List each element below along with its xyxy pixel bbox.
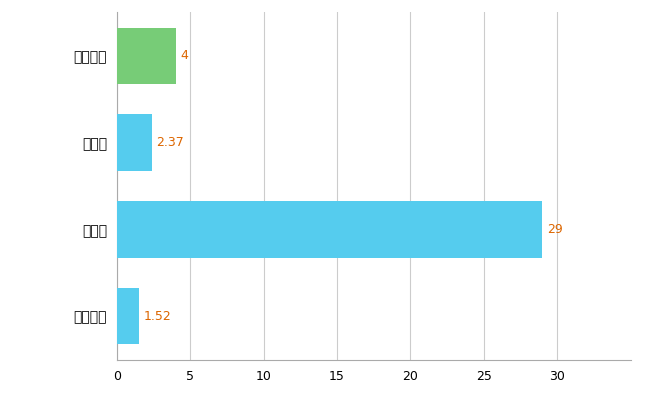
Bar — [117, 201, 543, 258]
Text: 4: 4 — [180, 50, 188, 62]
Bar — [117, 114, 151, 171]
Bar — [117, 28, 176, 84]
Text: 29: 29 — [547, 223, 563, 236]
Bar — [117, 288, 139, 344]
Text: 1.52: 1.52 — [144, 310, 172, 322]
Text: 2.37: 2.37 — [156, 136, 184, 149]
